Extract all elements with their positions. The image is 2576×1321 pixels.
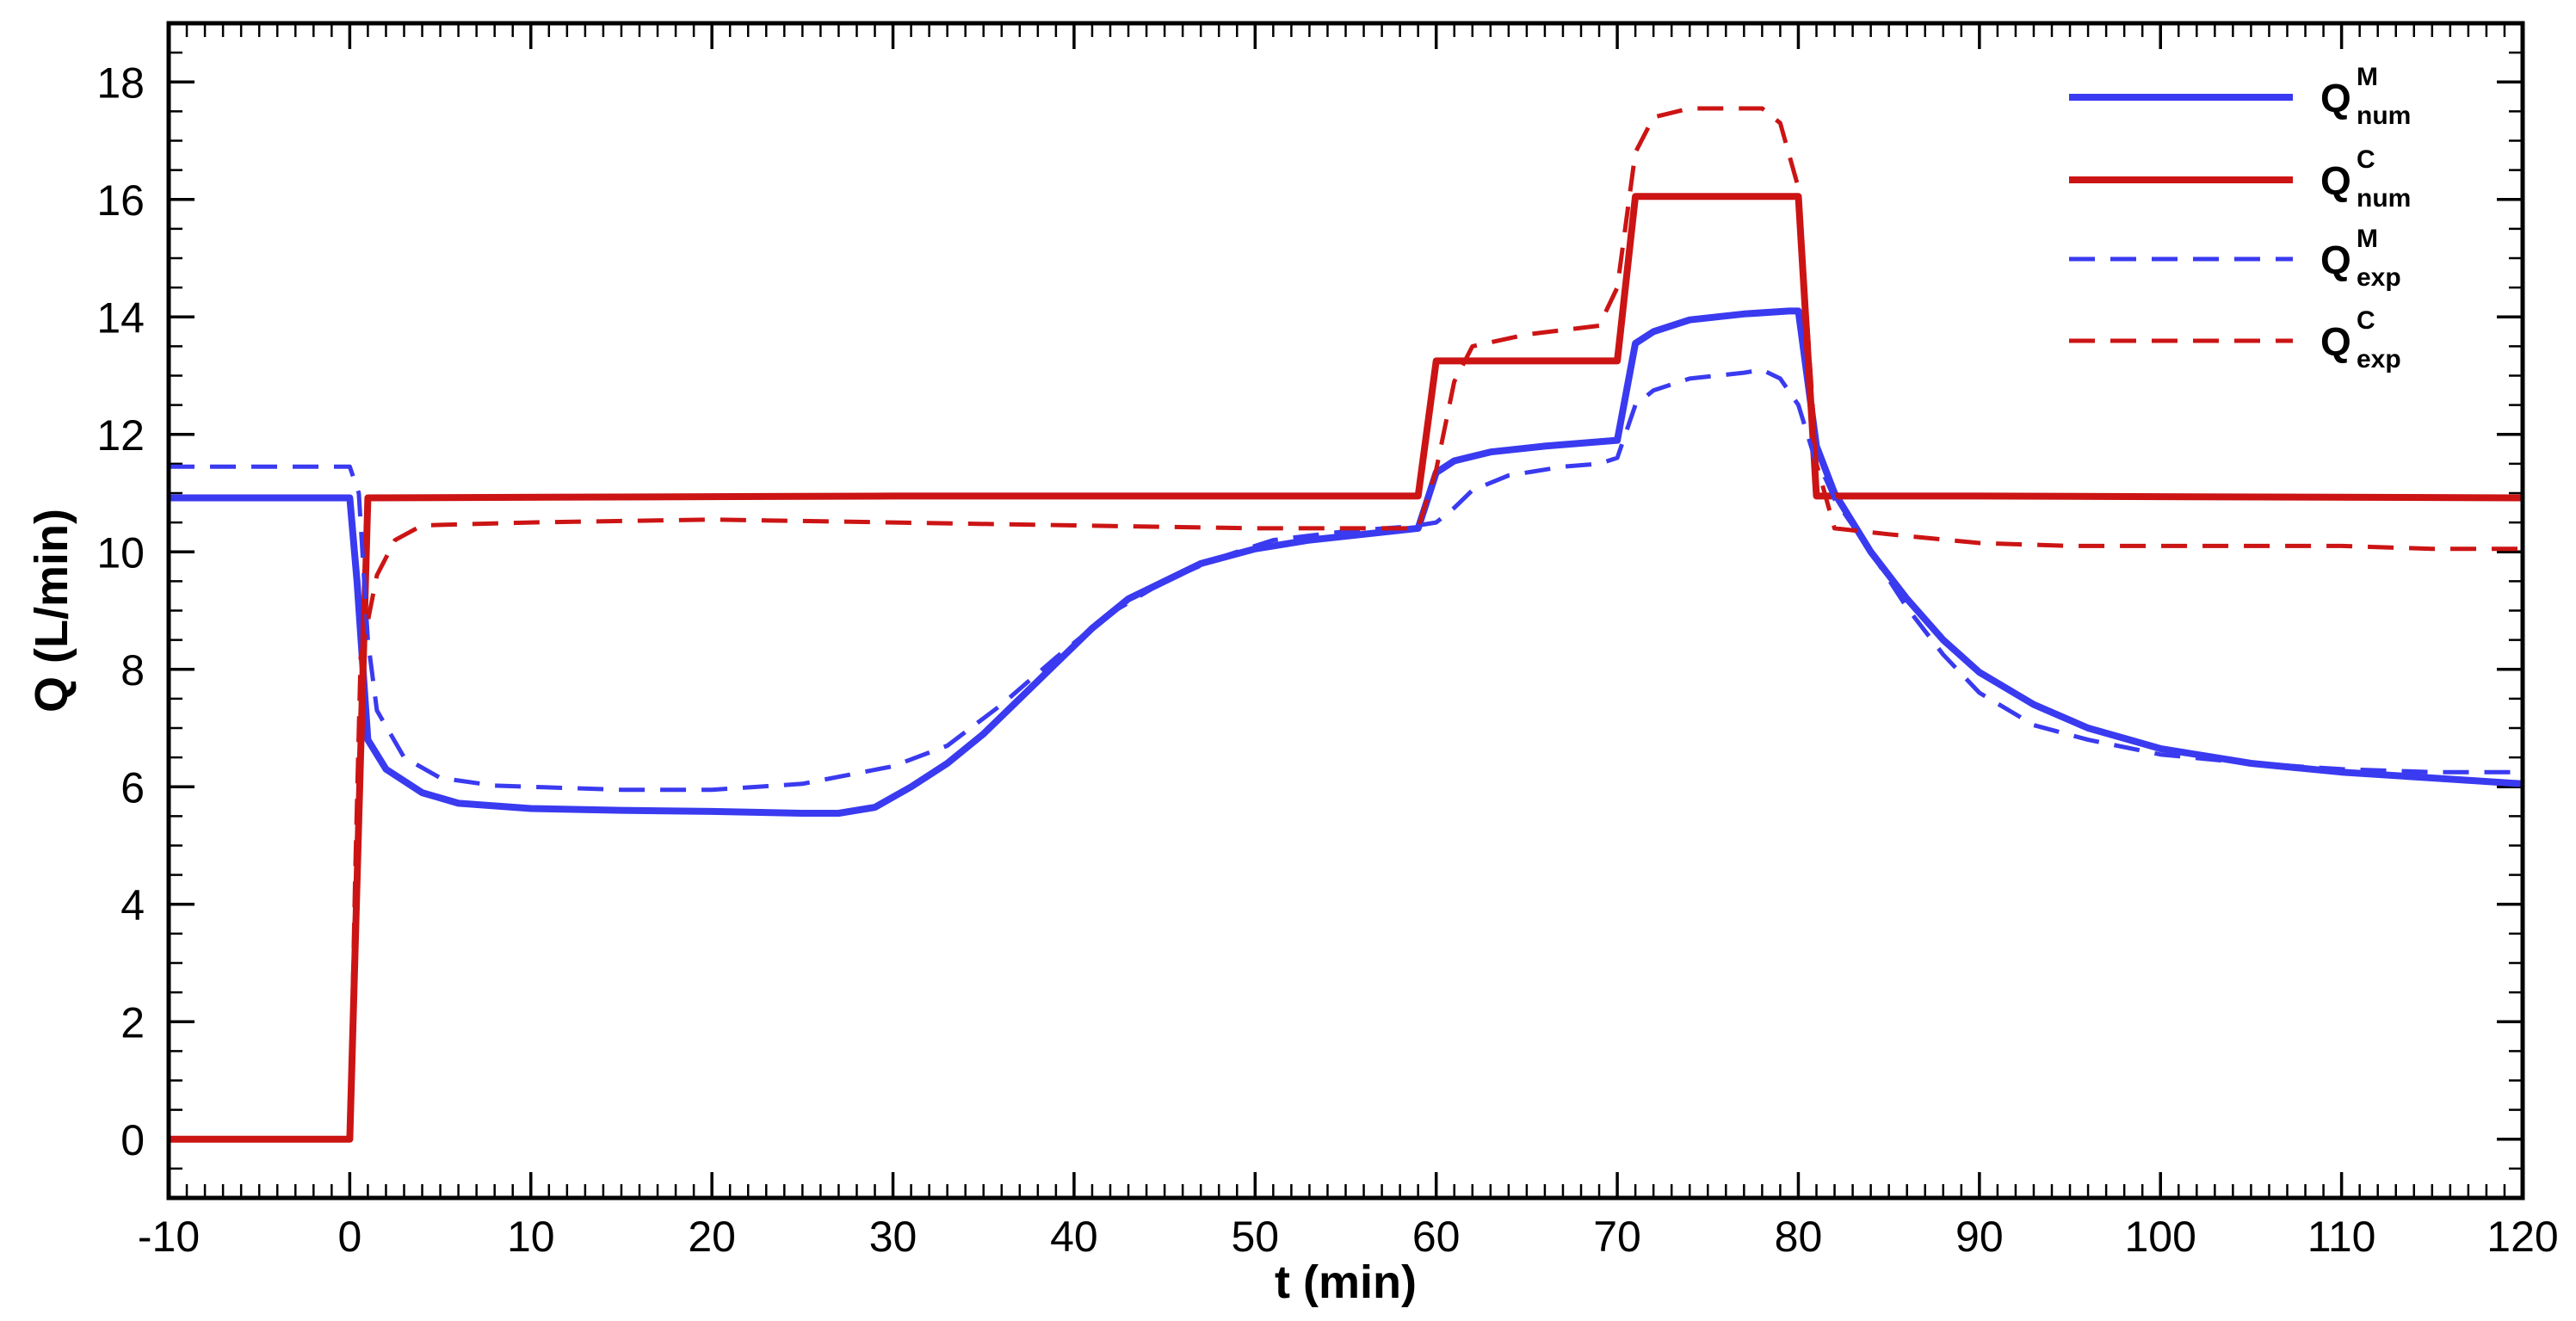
legend-label-subscript: exp — [2357, 263, 2401, 292]
y-tick-label: 0 — [120, 1116, 145, 1164]
y-tick-labels: 0 2 4 6 8 10 12 14 16 18 — [96, 59, 145, 1164]
legend-label: Q — [2320, 76, 2351, 120]
y-tick-label: 16 — [96, 176, 145, 225]
x-tick-label: 40 — [1050, 1213, 1098, 1261]
series-line-C-exp — [169, 106, 2523, 1142]
x-tick-label: 20 — [688, 1213, 736, 1261]
legend-label-superscript: C — [2357, 145, 2375, 174]
y-tick-label: 8 — [120, 646, 145, 694]
y-tick-label: 10 — [96, 528, 145, 577]
x-tick-label: 80 — [1775, 1213, 1823, 1261]
x-tick-label: 110 — [2307, 1213, 2376, 1261]
x-tick-label: -10 — [138, 1213, 200, 1261]
x-tick-label: 70 — [1593, 1213, 1641, 1261]
legend-label: Q — [2320, 238, 2351, 282]
x-tick-label: 0 — [337, 1213, 361, 1261]
x-tick-label: 10 — [507, 1213, 555, 1261]
series-layer — [169, 106, 2523, 1143]
minor-ticks — [167, 22, 2524, 1200]
y-axis-title: Q (L/min) — [26, 509, 77, 713]
x-tick-label: 120 — [2486, 1213, 2558, 1261]
y-tick-label: 18 — [96, 59, 145, 107]
legend-label-subscript: exp — [2357, 345, 2401, 373]
legend-label-subscript: num — [2357, 102, 2411, 130]
legend-label-superscript: M — [2357, 63, 2378, 91]
legend-label: Q — [2320, 158, 2351, 203]
legend-label-subscript: num — [2357, 184, 2411, 213]
series-line-M-num — [169, 307, 2523, 817]
y-tick-label: 14 — [96, 293, 145, 342]
x-tick-label: 100 — [2125, 1213, 2196, 1261]
plot-frame — [166, 21, 2525, 1201]
series-line-C-num — [169, 193, 2523, 1143]
x-tick-label: 90 — [1955, 1213, 2004, 1261]
x-tick-label: 50 — [1231, 1213, 1279, 1261]
x-axis-title: t (min) — [1275, 1256, 1417, 1308]
series-line-M-exp — [169, 367, 2523, 793]
legend-label: Q — [2320, 319, 2351, 364]
y-tick-label: 4 — [120, 881, 145, 929]
x-tick-label: 30 — [869, 1213, 917, 1261]
x-tick-label: 60 — [1412, 1213, 1461, 1261]
legend-label-superscript: C — [2357, 306, 2375, 335]
x-tick-labels: -10 0 10 20 30 40 50 60 70 80 90 100 110 120 — [138, 1213, 2559, 1261]
y-tick-label: 6 — [120, 763, 145, 812]
legend-label-superscript: M — [2357, 225, 2378, 253]
y-tick-label: 12 — [96, 411, 145, 460]
y-tick-label: 2 — [120, 998, 145, 1046]
